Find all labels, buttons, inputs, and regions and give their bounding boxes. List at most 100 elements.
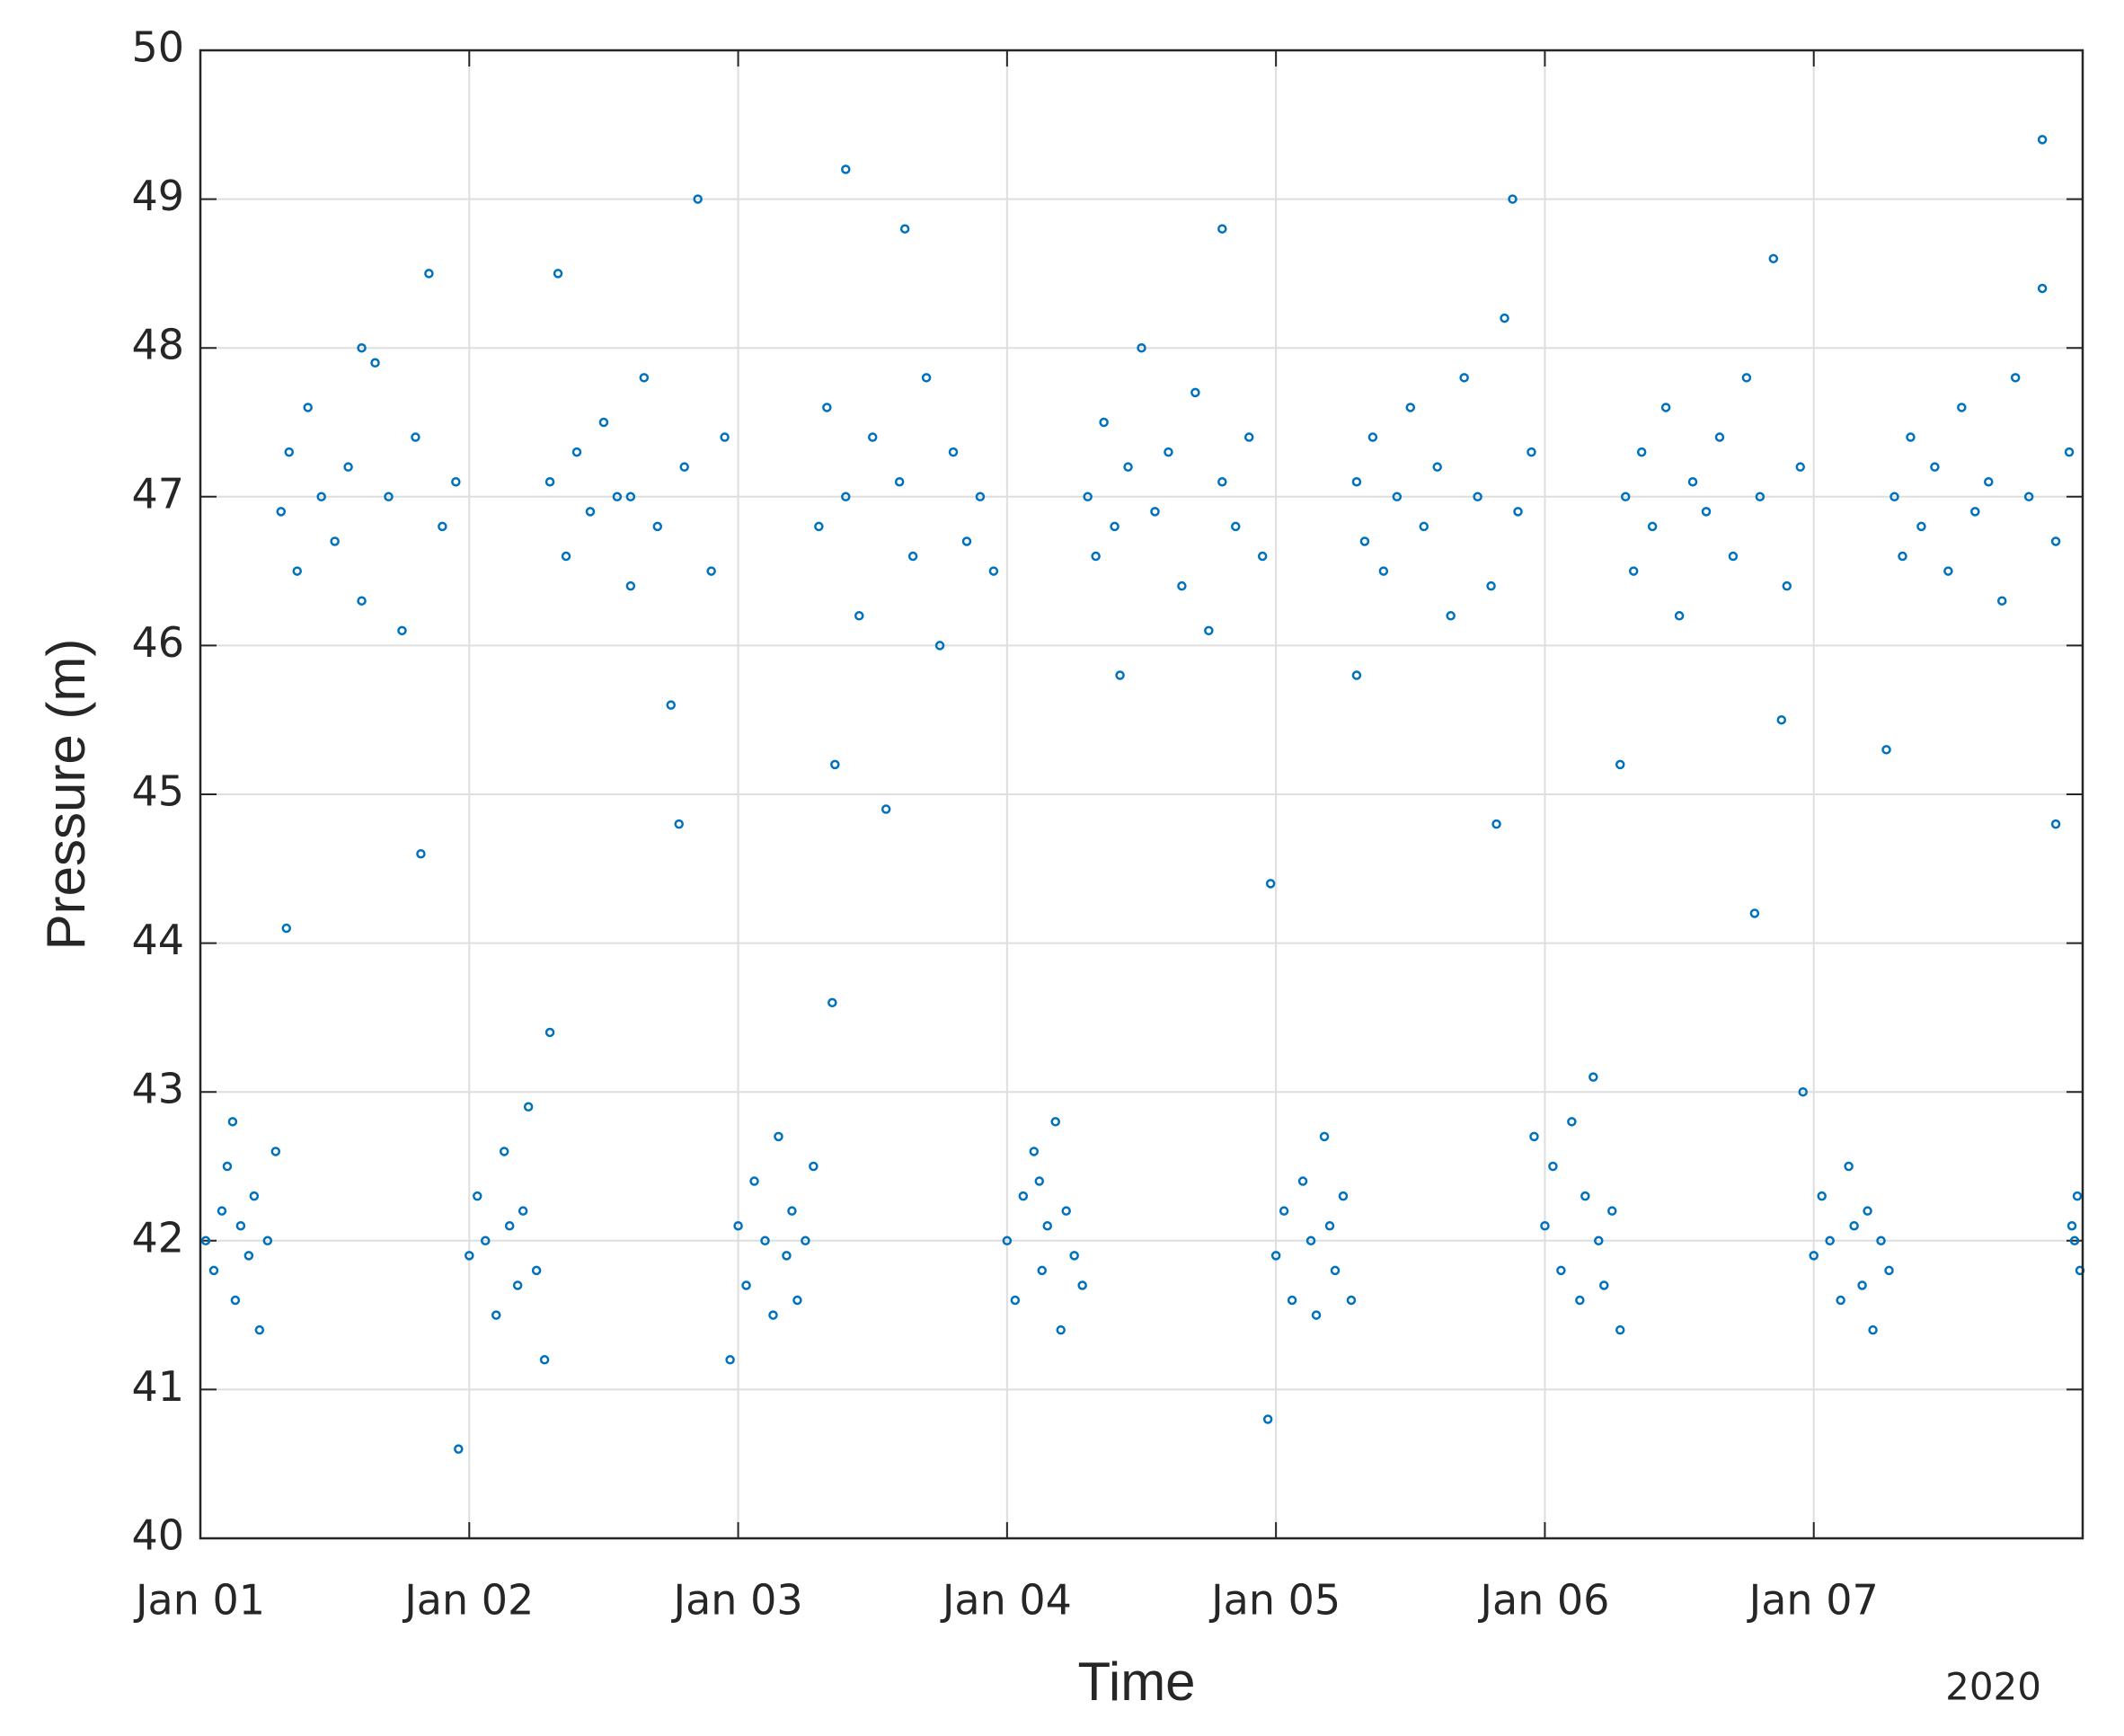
- data-point: [625, 580, 636, 591]
- data-point: [1620, 492, 1631, 502]
- x-tick-label: Jan 03: [671, 1576, 803, 1625]
- data-point: [1204, 625, 1214, 636]
- data-point: [1338, 1191, 1349, 1201]
- data-point: [1889, 492, 1899, 502]
- data-point: [1190, 387, 1200, 398]
- data-point: [2064, 447, 2075, 457]
- data-point: [1647, 521, 1658, 532]
- data-point: [370, 358, 380, 368]
- data-point: [330, 536, 340, 546]
- data-point: [1906, 432, 1916, 442]
- data-point: [1825, 1236, 1835, 1246]
- data-point: [1061, 1206, 1071, 1216]
- data-point: [491, 1310, 501, 1320]
- data-point: [1500, 313, 1509, 323]
- data-point: [1177, 580, 1187, 591]
- data-point: [480, 1236, 491, 1246]
- data-point: [357, 342, 367, 353]
- data-point: [1599, 1280, 1609, 1290]
- data-point: [303, 403, 313, 412]
- data-point: [1984, 476, 1994, 487]
- data-point: [827, 997, 837, 1008]
- data-point: [1037, 1265, 1048, 1276]
- y-tick-label: 46: [131, 618, 184, 667]
- data-point: [782, 1251, 792, 1261]
- data-point: [357, 596, 367, 606]
- y-tick-label: 44: [131, 916, 184, 964]
- data-point: [1311, 1310, 1322, 1320]
- data-point: [451, 476, 461, 487]
- data-point: [2069, 1236, 2080, 1246]
- data-point: [1881, 745, 1891, 755]
- data-point: [948, 447, 959, 457]
- data-point: [725, 1355, 735, 1365]
- data-point: [262, 1236, 273, 1246]
- data-point: [1628, 566, 1639, 576]
- data-point: [1432, 462, 1442, 472]
- data-point: [894, 476, 905, 487]
- data-point: [1930, 462, 1940, 472]
- data-point: [792, 1295, 802, 1306]
- data-point: [227, 1117, 238, 1127]
- data-point: [1050, 1117, 1060, 1127]
- data-point: [1367, 432, 1378, 442]
- data-point: [343, 462, 353, 472]
- data-point: [1351, 670, 1362, 680]
- data-point: [553, 269, 563, 279]
- data-point: [1970, 507, 1980, 517]
- data-point: [1257, 551, 1268, 562]
- data-point: [1459, 373, 1469, 383]
- data-point: [1798, 1086, 1808, 1097]
- data-point: [235, 1220, 246, 1231]
- data-point: [1755, 492, 1766, 502]
- data-point: [652, 521, 663, 532]
- data-point: [1231, 521, 1241, 532]
- data-point: [411, 432, 420, 442]
- x-tick-label: Jan 02: [402, 1576, 534, 1625]
- data-point: [1351, 476, 1362, 487]
- data-point: [1782, 580, 1792, 591]
- data-point: [1876, 1236, 1886, 1246]
- data-point: [881, 804, 891, 814]
- x-tick-label: Jan 06: [1477, 1576, 1609, 1625]
- data-point: [1359, 536, 1370, 546]
- data-point: [2050, 819, 2061, 829]
- data-point: [1077, 1280, 1087, 1290]
- data-point: [921, 373, 932, 383]
- data-point: [1589, 1072, 1598, 1082]
- data-point: [867, 432, 878, 442]
- data-point: [544, 476, 555, 487]
- data-point: [854, 611, 864, 621]
- data-point: [1018, 1191, 1029, 1201]
- data-point: [801, 1236, 810, 1246]
- data-point: [1279, 1206, 1289, 1216]
- data-point: [1265, 879, 1276, 889]
- data-point: [1776, 714, 1787, 725]
- data-point: [276, 507, 287, 517]
- data-point: [899, 224, 910, 234]
- data-point: [1701, 507, 1712, 517]
- data-point: [830, 759, 840, 770]
- data-point: [1034, 1176, 1045, 1186]
- data-point: [674, 819, 684, 829]
- data-point: [1508, 194, 1518, 204]
- data-point: [1996, 596, 2007, 606]
- data-point: [1540, 1220, 1550, 1231]
- data-point: [787, 1206, 797, 1216]
- data-point: [2010, 373, 2021, 383]
- year-label: 2020: [1945, 1665, 2041, 1709]
- data-point: [1714, 432, 1725, 442]
- data-point: [1674, 611, 1685, 621]
- data-point: [1137, 342, 1146, 353]
- data-point: [1392, 492, 1403, 502]
- data-point: [1056, 1324, 1066, 1335]
- data-point: [1580, 1191, 1590, 1201]
- data-point: [693, 194, 703, 204]
- data-point: [774, 1131, 783, 1142]
- data-point: [504, 1220, 515, 1231]
- data-point: [384, 492, 394, 502]
- data-point: [1809, 1251, 1819, 1261]
- data-point: [1575, 1295, 1585, 1306]
- data-point: [1728, 551, 1739, 562]
